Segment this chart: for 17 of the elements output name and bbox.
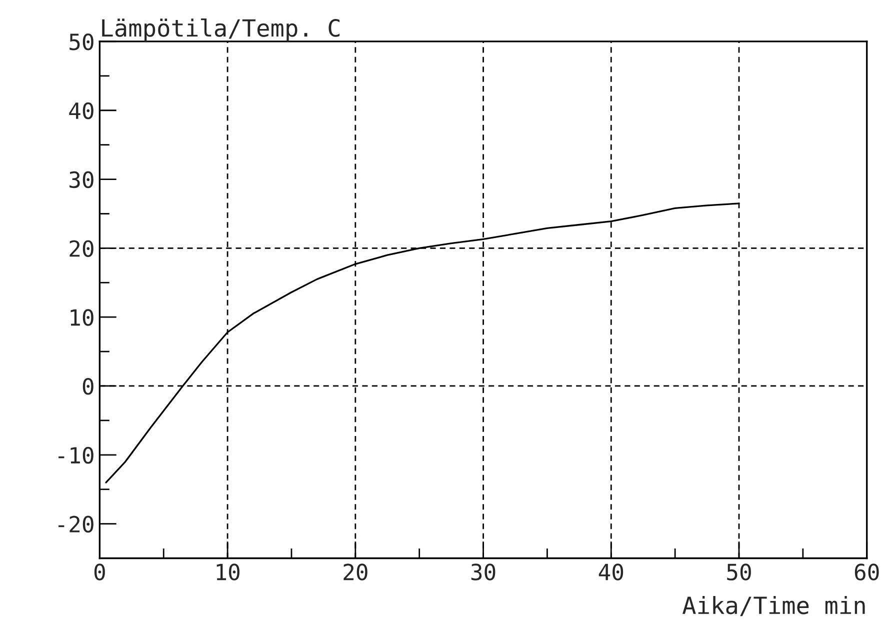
x-axis-title: Aika/Time min (682, 596, 865, 616)
x-tick-label: 10 (216, 564, 240, 580)
x-tick-label: 50 (727, 564, 751, 580)
y-tick-label: 10 (70, 309, 94, 326)
x-tick-label: 60 (854, 564, 879, 580)
x-tick-label: 20 (344, 564, 368, 580)
y-tick-label: 40 (69, 102, 94, 120)
y-tick-label: -20 (58, 516, 94, 533)
y-tick-label: 20 (70, 240, 94, 257)
y-tick-label: 30 (70, 171, 94, 188)
x-tick-label: 0 (94, 564, 105, 580)
x-tick-label: 30 (471, 564, 496, 580)
y-tick-label: 0 (82, 378, 94, 395)
y-axis-title: Lämpötila/Temp. C (102, 18, 340, 42)
x-tick-label: 40 (598, 564, 624, 580)
y-tick-label: -10 (58, 446, 94, 464)
y-tick-label: 50 (70, 33, 94, 50)
